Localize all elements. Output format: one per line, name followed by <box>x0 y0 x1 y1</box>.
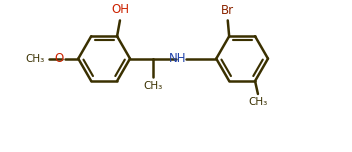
Text: OH: OH <box>111 3 129 16</box>
Text: CH₃: CH₃ <box>25 54 44 64</box>
Text: O: O <box>55 52 64 65</box>
Text: NH: NH <box>169 52 186 65</box>
Text: CH₃: CH₃ <box>143 81 163 91</box>
Text: CH₃: CH₃ <box>248 97 268 107</box>
Text: Br: Br <box>221 4 234 17</box>
